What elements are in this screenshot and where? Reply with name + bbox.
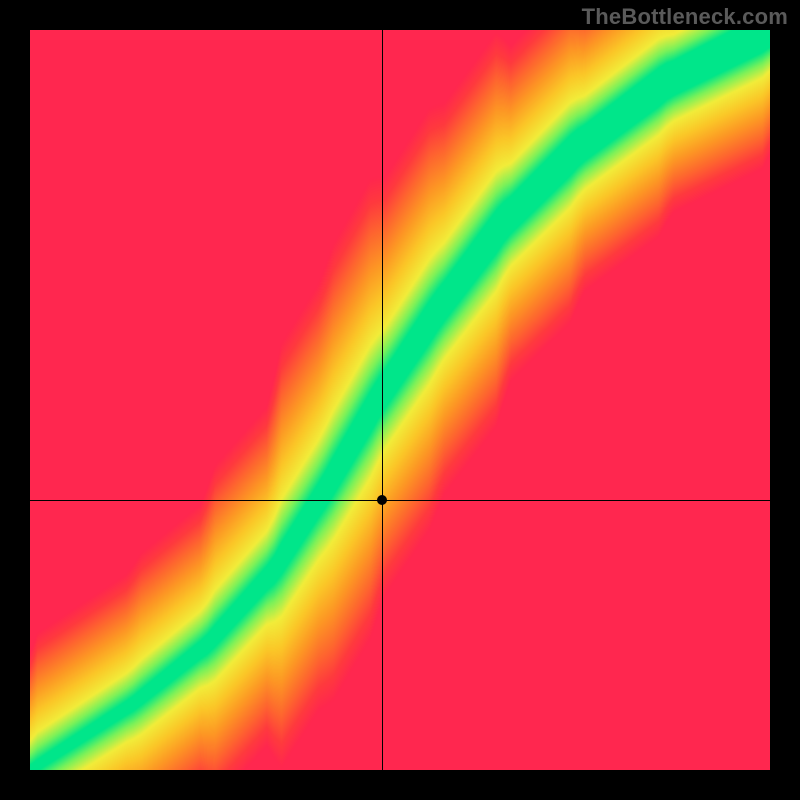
heatmap-canvas: [30, 30, 770, 770]
plot-area: [30, 30, 770, 770]
watermark-text: TheBottleneck.com: [582, 4, 788, 30]
crosshair-marker: [377, 495, 387, 505]
crosshair-vertical: [382, 30, 383, 770]
chart-frame: TheBottleneck.com: [0, 0, 800, 800]
crosshair-horizontal: [30, 500, 770, 501]
